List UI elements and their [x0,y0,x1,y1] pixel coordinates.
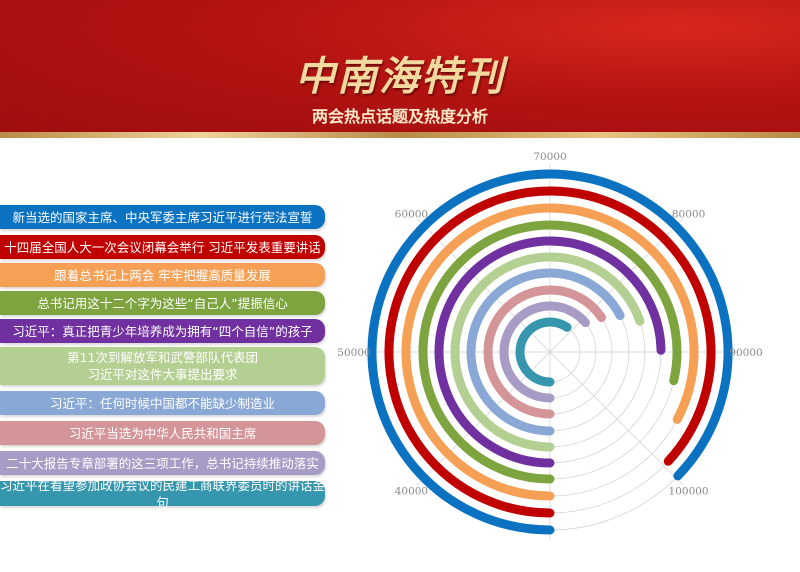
header-banner: 中南海特刊 两会热点话题及热度分析 [0,0,800,138]
legend-item: 新当选的国家主席、中央军委主席习近平进行宪法宣誓 [0,205,325,229]
gold-divider [0,132,800,138]
radial-bar [450,252,645,452]
radial-bar [367,169,733,535]
radial-bar [434,236,666,468]
legend-item: 习近平当选为中华人民共和国主席 [0,421,325,445]
legend-item: 习近平：任何时候中国都不能缺少制造业 [0,391,325,415]
tick-label: 50000 [337,347,370,359]
legend-item: 总书记用这十二个字为这些“自己人”提振信心 [0,291,325,315]
legend-item: 十四届全国人大一次会议闭幕会举行 习近平发表重要讲话 [0,235,325,259]
tick-label: 60000 [395,208,428,220]
radial-bar [499,301,590,403]
radial-bar [466,268,625,436]
radial-bar [401,203,699,501]
legend-item: 习近平在看望参加政协会议的民建工商联界委员时的讲话金句 [0,477,326,510]
radial-bar [515,317,572,387]
tick-label: 70000 [533,151,566,163]
radial-bar [384,186,716,518]
tick-label: 40000 [395,486,428,498]
legend-item: 二十大报告专章部署的这三项工作，总书记持续推动落实 [0,451,325,475]
legend-item: 跟着总书记上两会 牢牢把握高质量发展 [0,263,325,287]
tick-label: 90000 [729,347,762,359]
page-title: 中南海特刊 [295,54,505,100]
tick-label: 80000 [672,208,705,220]
tick-label: 100000 [669,486,709,498]
radial-bar [483,285,607,419]
page-subtitle: 两会热点话题及热度分析 [311,107,488,126]
radial-bar [418,220,682,484]
grid-spoke [549,351,684,486]
legend-item: 习近平：真正把青少年培养成为拥有“四个自信”的孩子 [0,319,325,343]
legend-item: 第11次到解放军和武警部队代表团 习近平对这件大事提出要求 [0,347,325,385]
